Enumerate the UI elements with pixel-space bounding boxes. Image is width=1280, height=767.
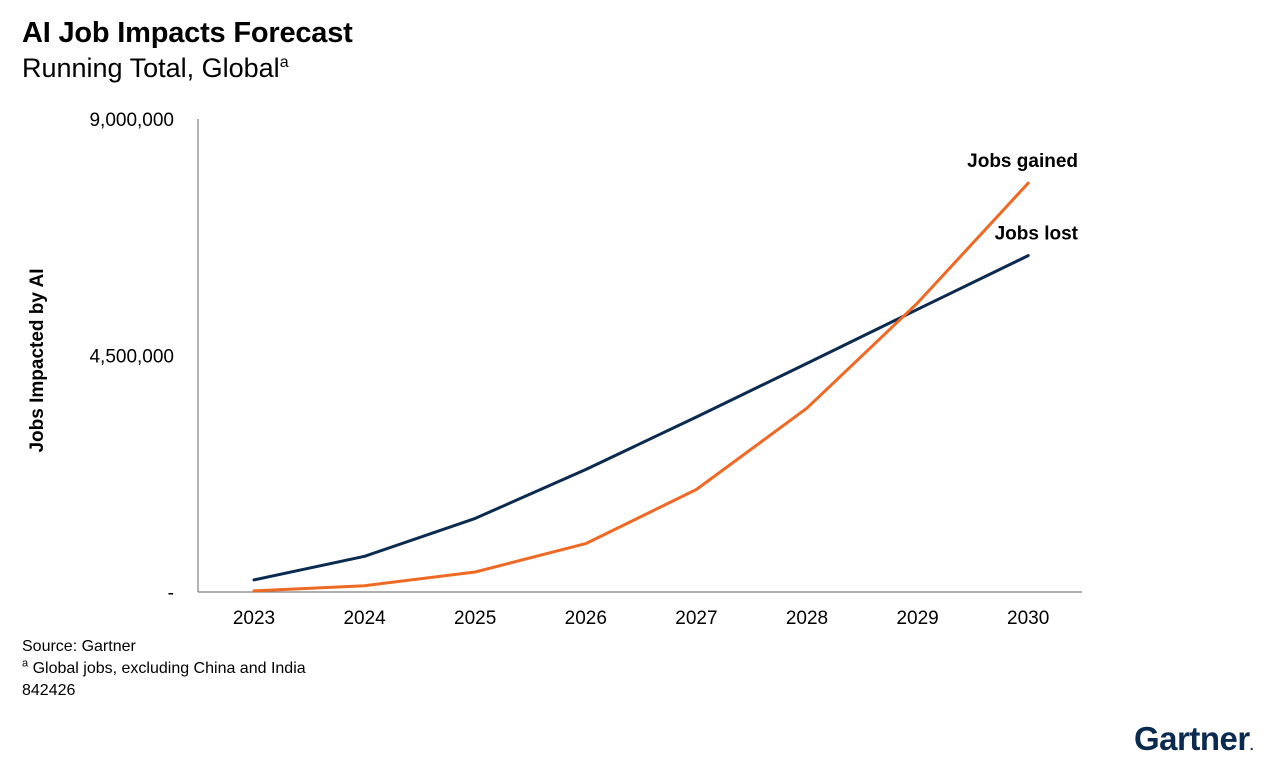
x-tick-label: 2029: [896, 608, 938, 629]
series-labels: Jobs lost Jobs gained: [967, 151, 1079, 245]
y-tick-label: -: [168, 583, 174, 604]
footnote: a Global jobs, excluding China and India: [22, 658, 306, 680]
document-code: 842426: [22, 682, 76, 699]
series-lines: [252, 181, 1030, 593]
jobs-lost-label: Jobs lost: [995, 224, 1079, 245]
gartner-logo: Gartner.: [1134, 720, 1254, 758]
subtitle-footnote-marker: a: [279, 54, 289, 71]
x-tick-label: 2028: [786, 608, 828, 629]
y-axis: - 4,500,000 9,000,000 Jobs Impacted by AI: [27, 110, 199, 604]
source-note: Source: Gartner: [22, 638, 136, 655]
jobs-gained-label: Jobs gained: [967, 151, 1078, 172]
x-tick-label: 2030: [1007, 608, 1049, 629]
brand-dot: .: [1249, 737, 1254, 753]
jobs-gained-line: [252, 181, 1030, 593]
chart-subtitle: Running Total, Globala: [22, 53, 289, 84]
chart-title: AI Job Impacts Forecast: [22, 17, 353, 49]
y-axis-title: Jobs Impacted by AI: [27, 268, 48, 452]
x-tick-label: 2025: [454, 608, 496, 629]
subtitle-text: Running Total, Global: [22, 53, 280, 83]
brand-wordmark: Gartner: [1134, 720, 1250, 757]
x-tick-label: 2026: [565, 608, 607, 629]
x-tick-label: 2023: [233, 608, 275, 629]
y-tick-label: 9,000,000: [89, 110, 174, 131]
jobs-lost-line: [252, 254, 1030, 582]
x-tick-label: 2024: [343, 608, 386, 629]
chart-footer: Source: Gartner a Global jobs, excluding…: [22, 636, 306, 702]
y-tick-label: 4,500,000: [89, 347, 174, 368]
x-axis: 2023 2024 2025 2026 2027 2028 2029 2030: [198, 591, 1082, 629]
footnote-text: Global jobs, excluding China and India: [28, 660, 306, 677]
footnote-marker: a: [22, 657, 29, 670]
x-tick-label: 2027: [675, 608, 717, 629]
